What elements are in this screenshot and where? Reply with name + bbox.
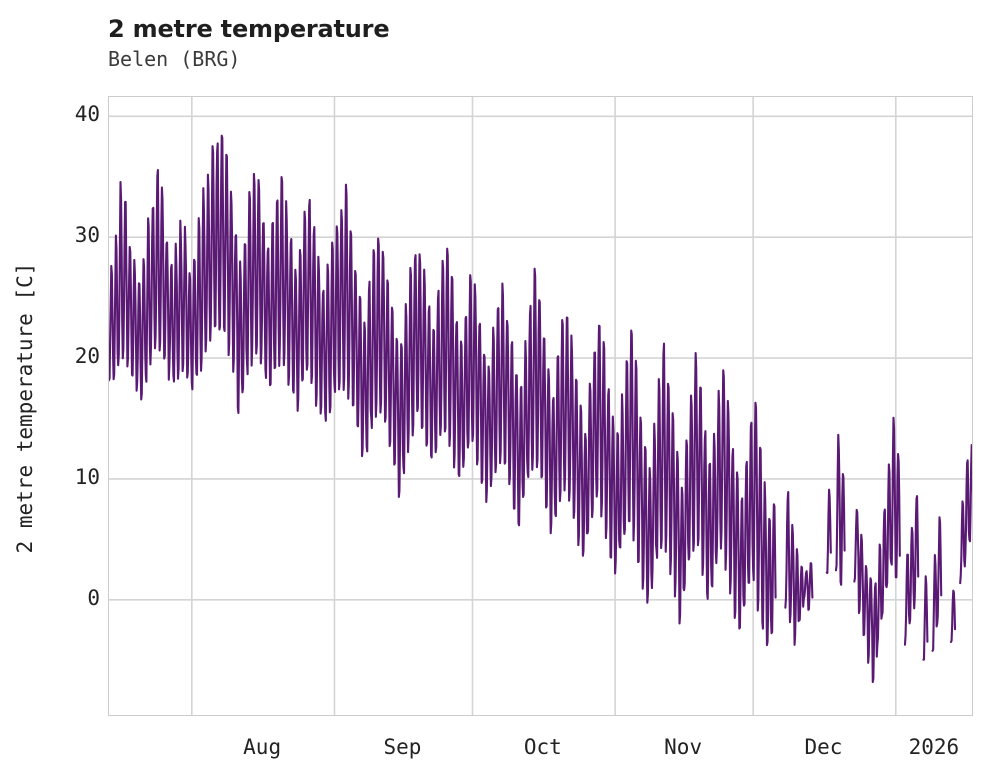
series-path <box>109 134 777 647</box>
y-tick-label: 30 <box>74 223 100 248</box>
x-tick-label: Oct <box>523 735 562 759</box>
title-block: 2 metre temperature Belen (BRG) <box>108 14 808 72</box>
x-tick-label: Nov <box>664 735 703 759</box>
y-tick-label: 0 <box>87 585 100 610</box>
series-path <box>922 575 929 661</box>
x-tick-label: 2026 <box>908 735 960 759</box>
series-path <box>825 488 832 574</box>
series-path <box>959 444 972 585</box>
series-path <box>903 495 920 646</box>
series-path <box>834 433 846 586</box>
x-tick-label: Aug <box>243 735 282 759</box>
x-tick-label: Dec <box>804 735 843 759</box>
temperature-series-chart <box>109 97 972 715</box>
y-tick-label: 20 <box>74 344 100 369</box>
temperature-series-line <box>109 134 972 684</box>
x-axis-ticks: Aug Sep Oct Nov Dec 2026 <box>0 735 981 765</box>
y-tick-label: 40 <box>74 102 100 127</box>
plot-area <box>108 96 973 716</box>
series-path <box>784 491 814 646</box>
series-path <box>853 416 901 684</box>
series-path <box>949 589 957 644</box>
y-tick-label: 10 <box>74 464 100 489</box>
y-axis-ticks: 40 30 20 10 0 <box>24 96 100 716</box>
page-title: 2 metre temperature <box>108 15 390 43</box>
x-tick-label: Sep <box>383 735 422 759</box>
series-path <box>931 516 943 652</box>
chart-subtitle: Belen (BRG) <box>108 47 241 71</box>
